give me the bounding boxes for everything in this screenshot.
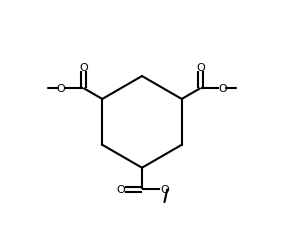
- Text: O: O: [79, 62, 88, 73]
- Text: O: O: [116, 185, 125, 195]
- Text: O: O: [57, 84, 65, 94]
- Text: O: O: [219, 84, 227, 94]
- Text: O: O: [196, 62, 205, 73]
- Text: O: O: [160, 185, 169, 195]
